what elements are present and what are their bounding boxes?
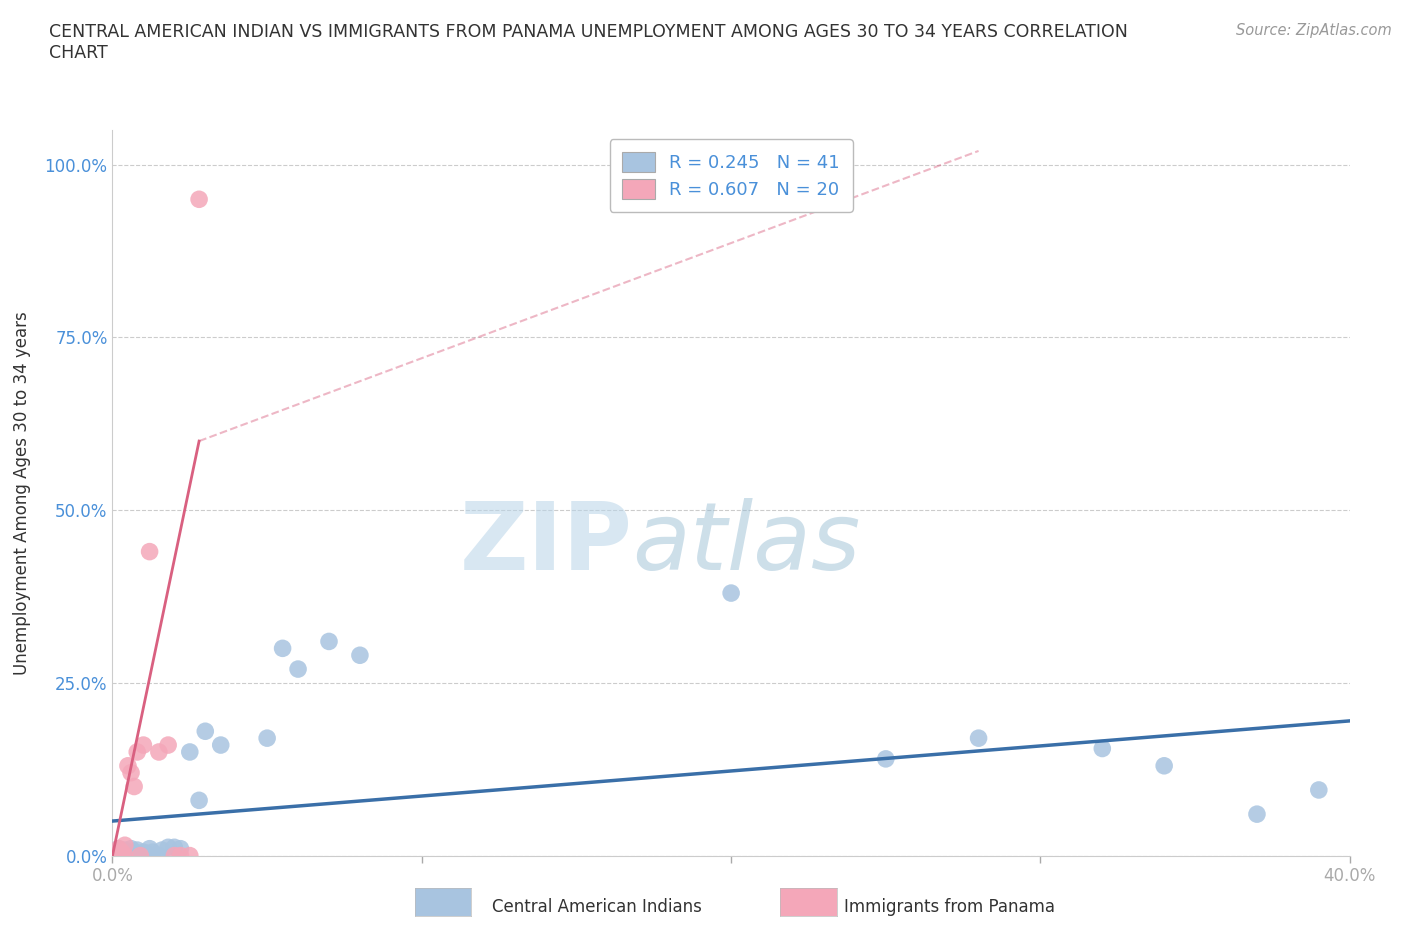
Point	[349, 648, 371, 663]
Point	[120, 842, 142, 857]
Text: CENTRAL AMERICAN INDIAN VS IMMIGRANTS FROM PANAMA UNEMPLOYMENT AMONG AGES 30 TO : CENTRAL AMERICAN INDIAN VS IMMIGRANTS FR…	[49, 23, 1128, 62]
Point	[117, 758, 139, 773]
Point	[107, 848, 129, 863]
Point	[127, 745, 149, 760]
Point	[1308, 782, 1330, 797]
Point	[107, 842, 129, 857]
Point	[132, 737, 155, 752]
Point	[111, 848, 134, 863]
Point	[107, 842, 129, 857]
Point	[720, 586, 742, 601]
Point	[194, 724, 217, 738]
Point	[135, 846, 157, 861]
Point	[967, 731, 990, 746]
Point	[117, 848, 139, 863]
Text: ZIP: ZIP	[460, 498, 633, 590]
Point	[138, 544, 160, 559]
Point	[157, 840, 180, 855]
Point	[117, 844, 139, 859]
Point	[271, 641, 294, 656]
Point	[163, 840, 186, 855]
Text: Central American Indians: Central American Indians	[492, 897, 702, 916]
Point	[111, 844, 134, 859]
Legend: R = 0.245   N = 41, R = 0.607   N = 20: R = 0.245 N = 41, R = 0.607 N = 20	[610, 140, 852, 211]
Point	[122, 848, 145, 863]
Point	[114, 848, 136, 863]
Text: atlas: atlas	[633, 498, 860, 590]
Point	[1246, 806, 1268, 821]
Point	[318, 634, 340, 649]
Point	[122, 779, 145, 794]
Point	[148, 745, 170, 760]
Point	[107, 848, 129, 863]
Point	[179, 848, 201, 863]
Point	[114, 838, 136, 853]
Y-axis label: Unemployment Among Ages 30 to 34 years: Unemployment Among Ages 30 to 34 years	[13, 311, 31, 675]
Point	[114, 848, 136, 863]
Point	[169, 842, 191, 857]
Point	[132, 844, 155, 859]
Point	[127, 848, 149, 863]
Point	[148, 848, 170, 863]
Point	[150, 843, 173, 857]
Point	[256, 731, 278, 746]
Point	[129, 848, 152, 863]
Point	[111, 848, 134, 863]
Point	[163, 848, 186, 863]
Point	[111, 844, 134, 859]
Point	[1153, 758, 1175, 773]
Point	[129, 848, 152, 863]
Point	[188, 793, 211, 808]
Point	[169, 848, 191, 863]
Point	[287, 661, 309, 676]
Point	[875, 751, 897, 766]
Point	[114, 843, 136, 857]
Point	[1091, 741, 1114, 756]
Text: Immigrants from Panama: Immigrants from Panama	[844, 897, 1054, 916]
Point	[209, 737, 232, 752]
Point	[127, 843, 149, 857]
Point	[157, 737, 180, 752]
Point	[122, 844, 145, 859]
Point	[138, 842, 160, 857]
Point	[120, 848, 142, 863]
Point	[188, 192, 211, 206]
Point	[104, 848, 127, 863]
Point	[104, 848, 127, 863]
Point	[120, 765, 142, 780]
Point	[179, 745, 201, 760]
Point	[142, 844, 165, 859]
Text: Source: ZipAtlas.com: Source: ZipAtlas.com	[1236, 23, 1392, 38]
